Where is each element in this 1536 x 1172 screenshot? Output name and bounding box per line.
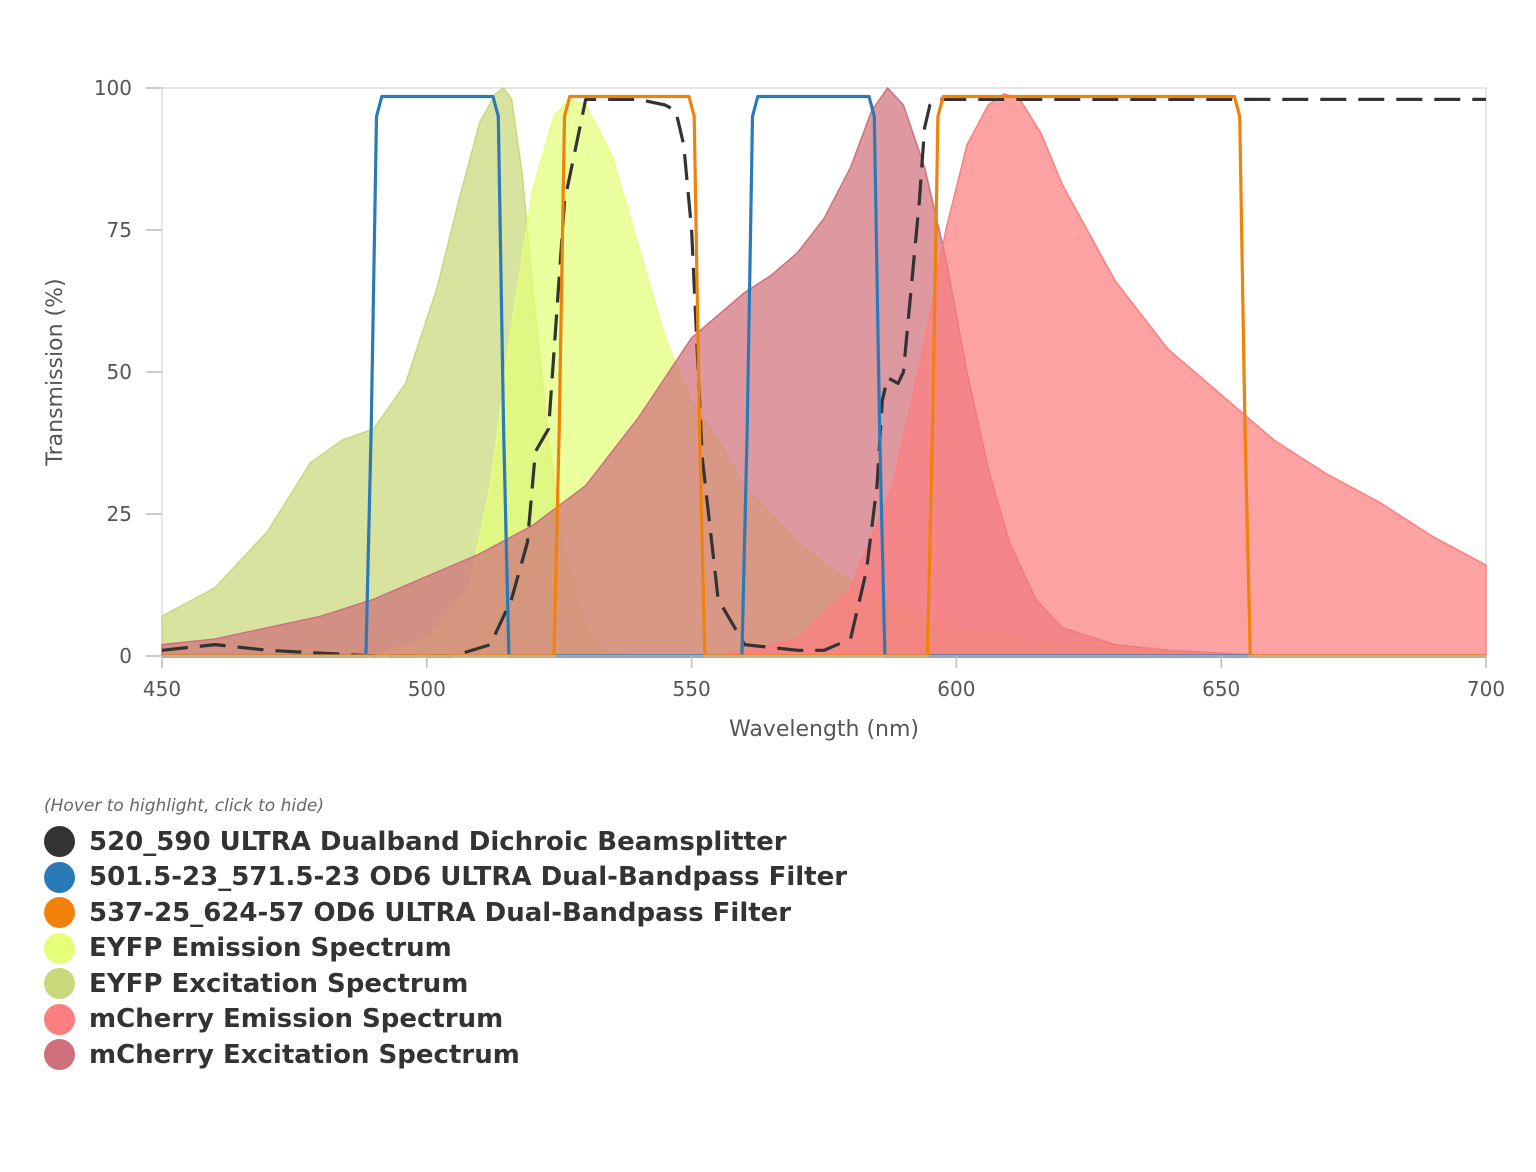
legend-item-501-5-23-571-5-23-od6-ultra-dual-bandpass-filter[interactable]: 501.5-23_571.5-23 OD6 ULTRA Dual-Bandpas… [44,860,847,896]
legend-item-mcherry-emission-spectrum[interactable]: mCherry Emission Spectrum [44,1002,847,1038]
legend-label: 520_590 ULTRA Dualband Dichroic Beamspli… [89,826,787,857]
y-tick-label: 25 [107,502,132,526]
legend-item-520-590-ultra-dualband-dichroic-beamsplitter[interactable]: 520_590 ULTRA Dualband Dichroic Beamspli… [44,824,847,860]
y-tick-label: 50 [107,360,132,384]
y-tick-label: 75 [107,218,132,242]
legend-item-537-25-624-57-od6-ultra-dual-bandpass-filter[interactable]: 537-25_624-57 OD6 ULTRA Dual-Bandpass Fi… [44,895,847,931]
legend-swatch-icon [44,1039,75,1071]
y-axis-title: Transmission (%) [43,278,68,466]
legend-label: 537-25_624-57 OD6 ULTRA Dual-Bandpass Fi… [89,897,792,928]
legend-item-eyfp-emission-spectrum[interactable]: EYFP Emission Spectrum [44,931,847,967]
x-tick-label: 500 [408,677,446,701]
legend-label: mCherry Excitation Spectrum [89,1039,520,1070]
y-tick-label: 0 [119,644,132,668]
x-tick-label: 600 [937,677,975,701]
x-tick-label: 450 [143,677,181,701]
x-axis-ticks: 450 500 550 600 650 700 [143,656,1505,701]
spectrum-chart: 450 500 550 600 650 700 0 25 50 75 100 Wavelength… [43,76,1505,742]
x-axis-title: Wavelength (nm) [729,717,919,742]
legend: (Hover to highlight, click to hide) 520_… [44,796,847,1073]
legend-item-mcherry-excitation-spectrum[interactable]: mCherry Excitation Spectrum [44,1037,847,1073]
legend-swatch-icon [44,968,75,1000]
legend-swatch-icon [44,826,75,858]
legend-label: EYFP Emission Spectrum [89,933,452,964]
legend-swatch-icon [44,1003,75,1035]
legend-label: EYFP Excitation Spectrum [89,968,469,999]
legend-items: 520_590 ULTRA Dualband Dichroic Beamspli… [44,824,847,1073]
series-area-mcherry-emission-spectrum[interactable] [717,92,1487,657]
legend-label: 501.5-23_571.5-23 OD6 ULTRA Dual-Bandpas… [89,862,848,893]
legend-swatch-icon [44,932,75,964]
x-tick-label: 550 [673,677,711,701]
legend-label: mCherry Emission Spectrum [89,1004,504,1035]
legend-item-eyfp-excitation-spectrum[interactable]: EYFP Excitation Spectrum [44,966,847,1002]
x-tick-label: 650 [1202,677,1240,701]
series-line-520-590-ultra-dualband-dichroic-beamsplitter[interactable] [161,97,1486,658]
y-tick-label: 100 [94,76,132,100]
legend-swatch-icon [44,897,75,929]
legend-swatch-icon [44,861,75,893]
y-axis-ticks: 0 25 50 75 100 [94,76,162,668]
legend-hint: (Hover to highlight, click to hide) [44,796,324,816]
x-tick-label: 700 [1467,677,1505,701]
